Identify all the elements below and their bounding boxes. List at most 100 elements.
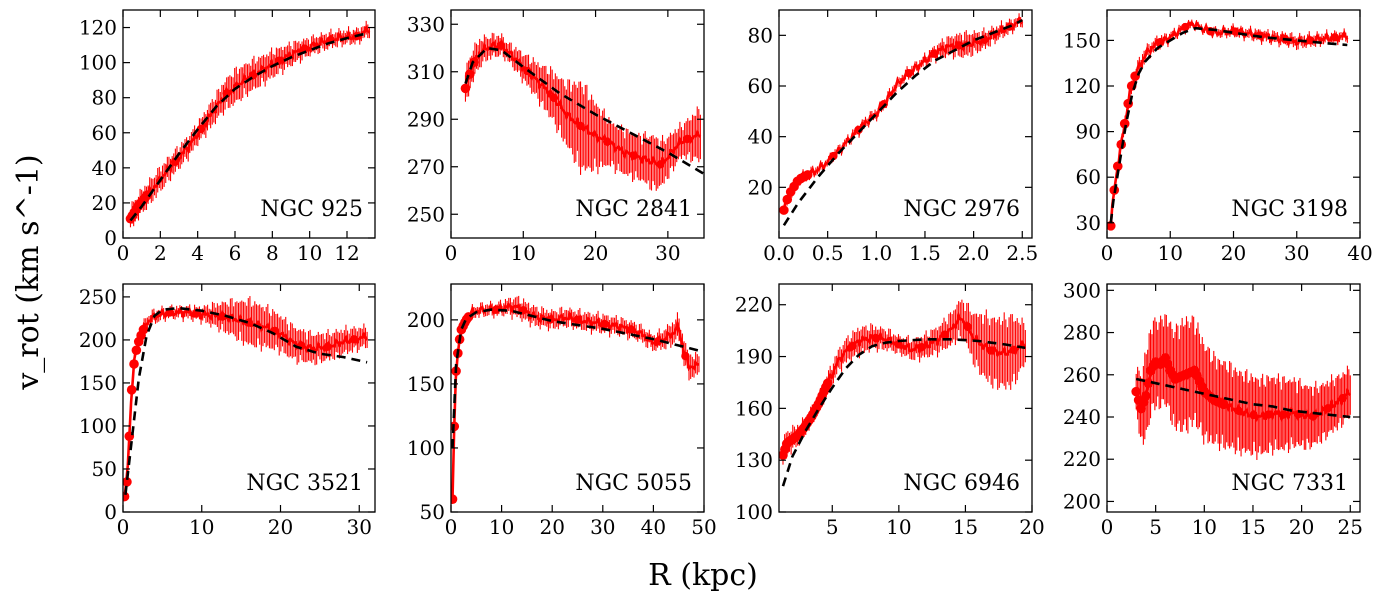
x-tick-label: 2.5: [1006, 241, 1038, 265]
x-tick-label: 10: [1158, 241, 1183, 265]
x-tick-label: 15: [1240, 515, 1265, 539]
y-tick-label: 40: [92, 156, 117, 180]
error-bars: [464, 32, 701, 191]
galaxy-label: NGC 2976: [903, 197, 1020, 222]
y-tick-label: 0: [104, 226, 117, 250]
data-point: [1181, 22, 1190, 32]
data-point: [123, 477, 132, 487]
x-tick-label: 2.0: [958, 241, 990, 265]
y-tick-label: 150: [407, 372, 445, 396]
data-point: [218, 312, 227, 321]
y-tick-label: 120: [1063, 74, 1101, 98]
data-point: [1305, 36, 1315, 45]
x-tick-label: 6: [229, 241, 242, 265]
data-point: [323, 342, 332, 352]
data-point: [894, 340, 903, 349]
x-tick-label: 5: [1149, 515, 1162, 539]
x-tick-label: 10: [511, 241, 536, 265]
data-curve: [123, 306, 369, 497]
data-point: [654, 336, 663, 346]
data-point: [955, 41, 964, 50]
data-point: [451, 494, 458, 504]
panel-5: 0 10 20 30 0 50 100 150 200 250 NGC 3521: [79, 283, 376, 539]
data-point: [300, 44, 309, 53]
data-point: [940, 330, 949, 339]
y-tick-label: 200: [1063, 489, 1101, 513]
y-tick-label: 160: [735, 396, 773, 420]
data-point: [782, 194, 793, 205]
data-markers: [123, 308, 359, 502]
data-point: [1218, 399, 1229, 410]
data-point: [1338, 393, 1348, 403]
error-bars: [124, 296, 368, 500]
y-tick-label: 50: [92, 457, 117, 481]
model-curve: [464, 46, 704, 176]
data-point: [142, 190, 153, 200]
x-tick-label: 20: [1019, 515, 1044, 539]
data-point: [1234, 406, 1243, 415]
x-tick-label: 30: [347, 515, 372, 539]
y-tick-label: 100: [79, 51, 117, 75]
galaxy-label: NGC 3521: [246, 471, 363, 496]
x-tick-label: 20: [583, 241, 608, 265]
data-point: [904, 68, 914, 78]
data-curve: [781, 311, 1027, 456]
x-tick-label: 20: [268, 515, 293, 539]
x-tick-label: 15: [953, 515, 978, 539]
data-point: [879, 99, 888, 109]
data-point: [1131, 386, 1141, 397]
data-point: [1143, 378, 1154, 389]
y-tick-label: 60: [748, 74, 773, 98]
x-tick-label: 30: [1284, 241, 1309, 265]
y-tick-label: 200: [407, 308, 445, 332]
data-point: [802, 170, 813, 180]
model-curve: [782, 18, 1023, 227]
y-tick-label: 280: [1063, 321, 1101, 345]
x-tick-label: 40: [641, 515, 666, 539]
data-markers: [125, 32, 361, 224]
x-tick-label: 2: [154, 241, 167, 265]
plot-area: [125, 20, 371, 228]
plot-area: [451, 295, 700, 504]
model-curve: [451, 308, 700, 449]
x-tick-label: 10: [297, 241, 322, 265]
data-point: [1156, 37, 1165, 47]
galaxy-label: NGC 2841: [575, 197, 692, 222]
data-point: [576, 121, 585, 131]
data-point: [986, 346, 995, 355]
x-tick-label: 0: [445, 241, 458, 265]
panel-2: 0 10 20 30 250 270 290 310 330 NGC 2841: [407, 9, 705, 265]
y-tick-label: 150: [1063, 28, 1101, 52]
axes-frame: [450, 9, 705, 239]
data-point: [681, 351, 690, 361]
data-point: [1119, 118, 1130, 129]
plot-area: [779, 299, 1027, 487]
y-tick-label: 250: [79, 285, 117, 309]
y-tick-label: 60: [1076, 165, 1101, 189]
data-point: [929, 49, 939, 58]
x-tick-label: 25: [1338, 515, 1363, 539]
data-point: [917, 342, 926, 352]
x-tick-label: 0.5: [812, 241, 844, 265]
axes-frame: [1106, 283, 1361, 513]
model-curve: [129, 31, 370, 222]
data-point: [1230, 27, 1240, 36]
data-markers: [1131, 353, 1348, 421]
y-tick-label: 310: [407, 60, 445, 84]
y-tick-label: 220: [1063, 447, 1101, 471]
y-tick-label: 130: [735, 448, 773, 472]
data-curve: [451, 302, 700, 500]
panel-8: 0 5 10 15 20 25 200 220 240 260 280 300 NGC 7331: [1063, 278, 1363, 539]
y-tick-label: 200: [79, 328, 117, 352]
y-tick-label: 80: [92, 86, 117, 110]
axes-frame: [450, 283, 705, 513]
data-point: [1107, 221, 1116, 231]
data-point: [349, 335, 359, 344]
x-tick-label: 12: [334, 241, 359, 265]
data-point: [549, 93, 559, 103]
data-point: [603, 137, 612, 146]
x-tick-label: 1.0: [860, 241, 892, 265]
x-tick-label: 10: [189, 515, 214, 539]
